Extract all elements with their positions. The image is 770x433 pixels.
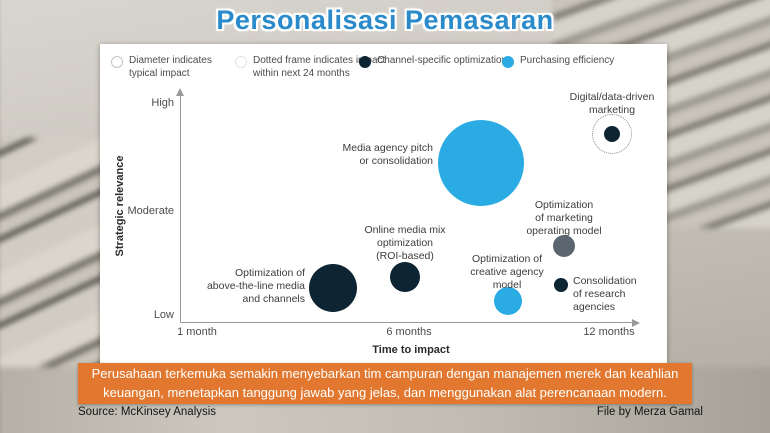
bubble-digital-data-driven	[604, 126, 620, 142]
bubble-label-creative-agency-model: Optimization of creative agency model	[470, 253, 544, 291]
bubble-above-the-line	[309, 264, 357, 312]
legend-label: Diameter indicates typical impact	[129, 55, 212, 79]
legend-item-diameter: Diameter indicates typical impact	[111, 55, 212, 80]
takeaway-banner: Perusahaan terkemuka semakin menyebarkan…	[78, 363, 692, 404]
bubble-research-agencies	[554, 278, 568, 292]
bubble-label-research-agencies: Consolidation of research agencies	[573, 275, 637, 313]
bubble-label-above-the-line: Optimization of above-the-line media and…	[206, 267, 305, 305]
x-tick-12-months: 12 months	[583, 326, 635, 338]
x-tick-1-month: 1 month	[177, 326, 217, 338]
legend-label: Channel-specific optimization	[377, 55, 508, 66]
legend-diameter-icon	[111, 56, 123, 68]
y-tick-low: Low	[153, 309, 174, 321]
x-tick-6-months: 6 months	[386, 326, 432, 338]
y-tick-moderate: Moderate	[127, 205, 174, 217]
y-axis-arrow-icon	[176, 88, 184, 96]
chart-panel: Strategic relevance Time to impact Diame…	[100, 44, 667, 363]
legend-channel-specific-icon	[359, 56, 371, 68]
x-axis-arrow-icon	[632, 318, 640, 327]
bubble-label-online-media-mix: Online media mix optimization (ROI-based…	[364, 224, 446, 262]
x-axis-title: Time to impact	[372, 344, 450, 356]
bubble-media-agency-pitch	[438, 120, 524, 206]
legend-item-purchasing-efficiency: Purchasing efficiency	[502, 55, 614, 68]
x-axis-line	[180, 322, 633, 323]
bubble-online-media-mix	[390, 262, 420, 292]
bubble-label-marketing-operating-model: Optimization of marketing operating mode…	[526, 199, 602, 237]
bubble-creative-agency-model	[494, 287, 522, 315]
legend-item-channel-specific: Channel-specific optimization	[359, 55, 507, 68]
legend-dotted-frame-icon	[235, 56, 247, 68]
legend-label: Purchasing efficiency	[520, 55, 615, 66]
credit-note: File by Merza Gamal	[596, 406, 703, 418]
source-note: Source: McKinsey Analysis	[78, 406, 217, 418]
y-tick-high: High	[151, 97, 174, 109]
slide-title: Personalisasi Pemasaran	[216, 5, 554, 35]
bubble-label-media-agency-pitch: Media agency pitch or consolidation	[342, 142, 433, 167]
legend-purchasing-efficiency-icon	[502, 56, 514, 68]
y-axis-line	[180, 95, 181, 322]
bubble-marketing-operating-model	[553, 235, 575, 257]
bubble-chart: Strategic relevance Time to impact Diame…	[100, 44, 667, 363]
bubble-label-digital-data-driven: Digital/data-driven marketing	[569, 91, 655, 116]
takeaway-banner-text: Perusahaan terkemuka semakin menyebarkan…	[91, 366, 679, 400]
bubble-digital-data-driven-dotted-frame	[592, 114, 632, 154]
